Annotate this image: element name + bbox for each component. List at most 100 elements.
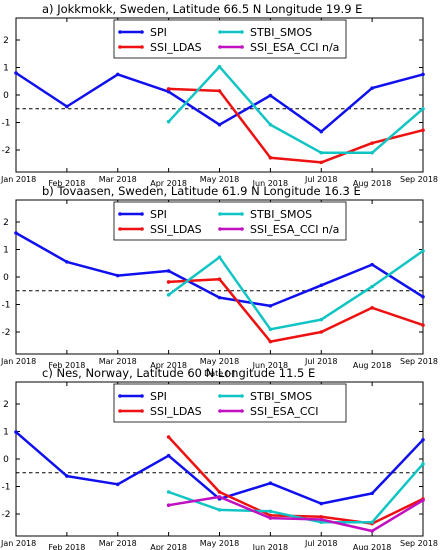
data-point bbox=[319, 514, 324, 519]
x-tick-label: Jan 2018 bbox=[0, 175, 36, 184]
data-point bbox=[370, 86, 374, 90]
x-tick-label: Sep 2018 bbox=[400, 175, 438, 184]
legend-marker bbox=[118, 45, 122, 49]
x-tick-label: Jul 2018 bbox=[304, 175, 338, 184]
x-tick-label: Jan 2018 bbox=[0, 539, 36, 548]
legend: SPI STBI_SMOS SSI_LDAS SSI_ESA_CCI n/a bbox=[113, 19, 347, 59]
data-point bbox=[65, 104, 69, 109]
data-point bbox=[319, 160, 324, 165]
x-tick-label: Sep 2018 bbox=[400, 539, 438, 548]
legend-marker bbox=[240, 394, 244, 398]
legend-label: SSI_ESA_CCI n/a bbox=[250, 41, 339, 54]
x-tick-label: Mar 2018 bbox=[99, 539, 137, 548]
data-point bbox=[166, 87, 171, 91]
x-tick-label: Apr 2018 bbox=[150, 179, 187, 188]
data-point bbox=[166, 490, 171, 494]
data-point bbox=[217, 64, 222, 69]
x-tick-label: Feb 2018 bbox=[48, 361, 85, 370]
chart-title: c) Nes, Norway, Latitude 60 N Longitude … bbox=[42, 366, 315, 380]
data-point bbox=[14, 231, 18, 235]
legend-marker bbox=[140, 212, 144, 216]
data-point bbox=[217, 277, 222, 282]
series-line-ssi-esa-cci bbox=[168, 495, 424, 533]
x-tick-label: Mar 2018 bbox=[99, 357, 137, 366]
x-tick-label: Apr 2018 bbox=[150, 361, 187, 370]
legend-box bbox=[113, 19, 347, 59]
x-tick-label: Jun 2018 bbox=[252, 543, 288, 550]
series-line-ssi-ldas bbox=[168, 87, 424, 164]
data-point bbox=[319, 317, 324, 322]
data-point bbox=[166, 280, 171, 284]
legend-label: SSI_ESA_CCI n/a bbox=[250, 223, 339, 236]
data-point bbox=[115, 72, 120, 77]
x-tick-label: Apr 2018 bbox=[150, 543, 187, 550]
data-point bbox=[421, 72, 425, 77]
data-point bbox=[421, 437, 425, 442]
y-tick-label: -2 bbox=[2, 146, 11, 156]
legend-label: SSI_LDAS bbox=[150, 223, 202, 236]
data-point bbox=[319, 520, 324, 525]
data-point bbox=[217, 255, 222, 259]
data-point bbox=[268, 327, 273, 332]
data-point bbox=[370, 529, 374, 533]
legend-marker bbox=[218, 30, 222, 34]
y-tick-label: -1 bbox=[2, 483, 11, 493]
x-tick-label: Jan 2018 bbox=[0, 357, 36, 366]
y-tick-label: 0 bbox=[3, 455, 9, 465]
data-point bbox=[370, 284, 374, 289]
y-tick-label: 1 bbox=[3, 246, 9, 256]
legend-label: STBI_SMOS bbox=[250, 26, 312, 39]
legend-marker bbox=[118, 227, 122, 231]
series-line-stbi-smos bbox=[167, 65, 424, 155]
data-point bbox=[268, 513, 273, 518]
x-tick-label: Aug 2018 bbox=[353, 361, 392, 370]
chart-title: a) Jokkmokk, Sweden, Latitude 66.5 N Lon… bbox=[42, 2, 362, 16]
data-point bbox=[268, 304, 273, 308]
legend-marker bbox=[240, 45, 244, 49]
legend-marker bbox=[240, 409, 244, 413]
x-tick-label: Sep 2018 bbox=[400, 357, 438, 366]
chart-panel-1: a) Jokkmokk, Sweden, Latitude 66.5 N Lon… bbox=[0, 2, 438, 188]
data-point bbox=[319, 517, 324, 522]
x-tick-label: Jun 2018 bbox=[252, 361, 288, 370]
legend: SPI STBI_SMOS SSI_LDAS SSI_ESA_CCI bbox=[113, 383, 347, 423]
legend-marker bbox=[218, 227, 222, 231]
x-tick-label: May 2018 bbox=[200, 357, 239, 366]
x-axis-label: Date [-] bbox=[204, 369, 235, 378]
legend-marker bbox=[140, 394, 144, 398]
data-point bbox=[319, 150, 324, 155]
legend-label: SPI bbox=[150, 208, 167, 221]
y-tick-label: 2 bbox=[3, 36, 9, 46]
legend-marker bbox=[218, 394, 222, 398]
y-tick-label: 1 bbox=[3, 428, 9, 438]
data-point bbox=[14, 71, 18, 75]
legend-label: SSI_LDAS bbox=[150, 405, 202, 418]
legend-label: SPI bbox=[150, 26, 167, 39]
data-point bbox=[268, 122, 273, 127]
chart-title: b) Tovaasen, Sweden, Latitude 61.9 N Lon… bbox=[42, 184, 361, 198]
data-point bbox=[421, 498, 425, 503]
data-point bbox=[421, 128, 425, 132]
data-point bbox=[166, 119, 171, 124]
legend-marker bbox=[218, 409, 222, 413]
legend-marker bbox=[218, 45, 222, 49]
data-point bbox=[217, 295, 222, 300]
data-point bbox=[166, 453, 171, 458]
series-line-ssi-ldas bbox=[168, 277, 424, 343]
x-tick-label: May 2018 bbox=[200, 539, 239, 548]
data-point bbox=[166, 435, 171, 439]
legend-marker bbox=[140, 409, 144, 413]
series-line-stbi-smos bbox=[167, 249, 424, 331]
legend-marker bbox=[240, 227, 244, 231]
legend-marker bbox=[118, 30, 122, 34]
legend-marker bbox=[118, 212, 122, 216]
y-tick-label: -1 bbox=[2, 119, 11, 129]
legend-label: STBI_SMOS bbox=[250, 208, 312, 221]
data-point bbox=[421, 249, 425, 253]
legend-marker bbox=[140, 30, 144, 34]
legend-label: SSI_ESA_CCI bbox=[250, 405, 318, 418]
x-tick-label: Jul 2018 bbox=[304, 357, 338, 366]
x-tick-label: Aug 2018 bbox=[353, 543, 392, 550]
legend-marker bbox=[240, 212, 244, 216]
